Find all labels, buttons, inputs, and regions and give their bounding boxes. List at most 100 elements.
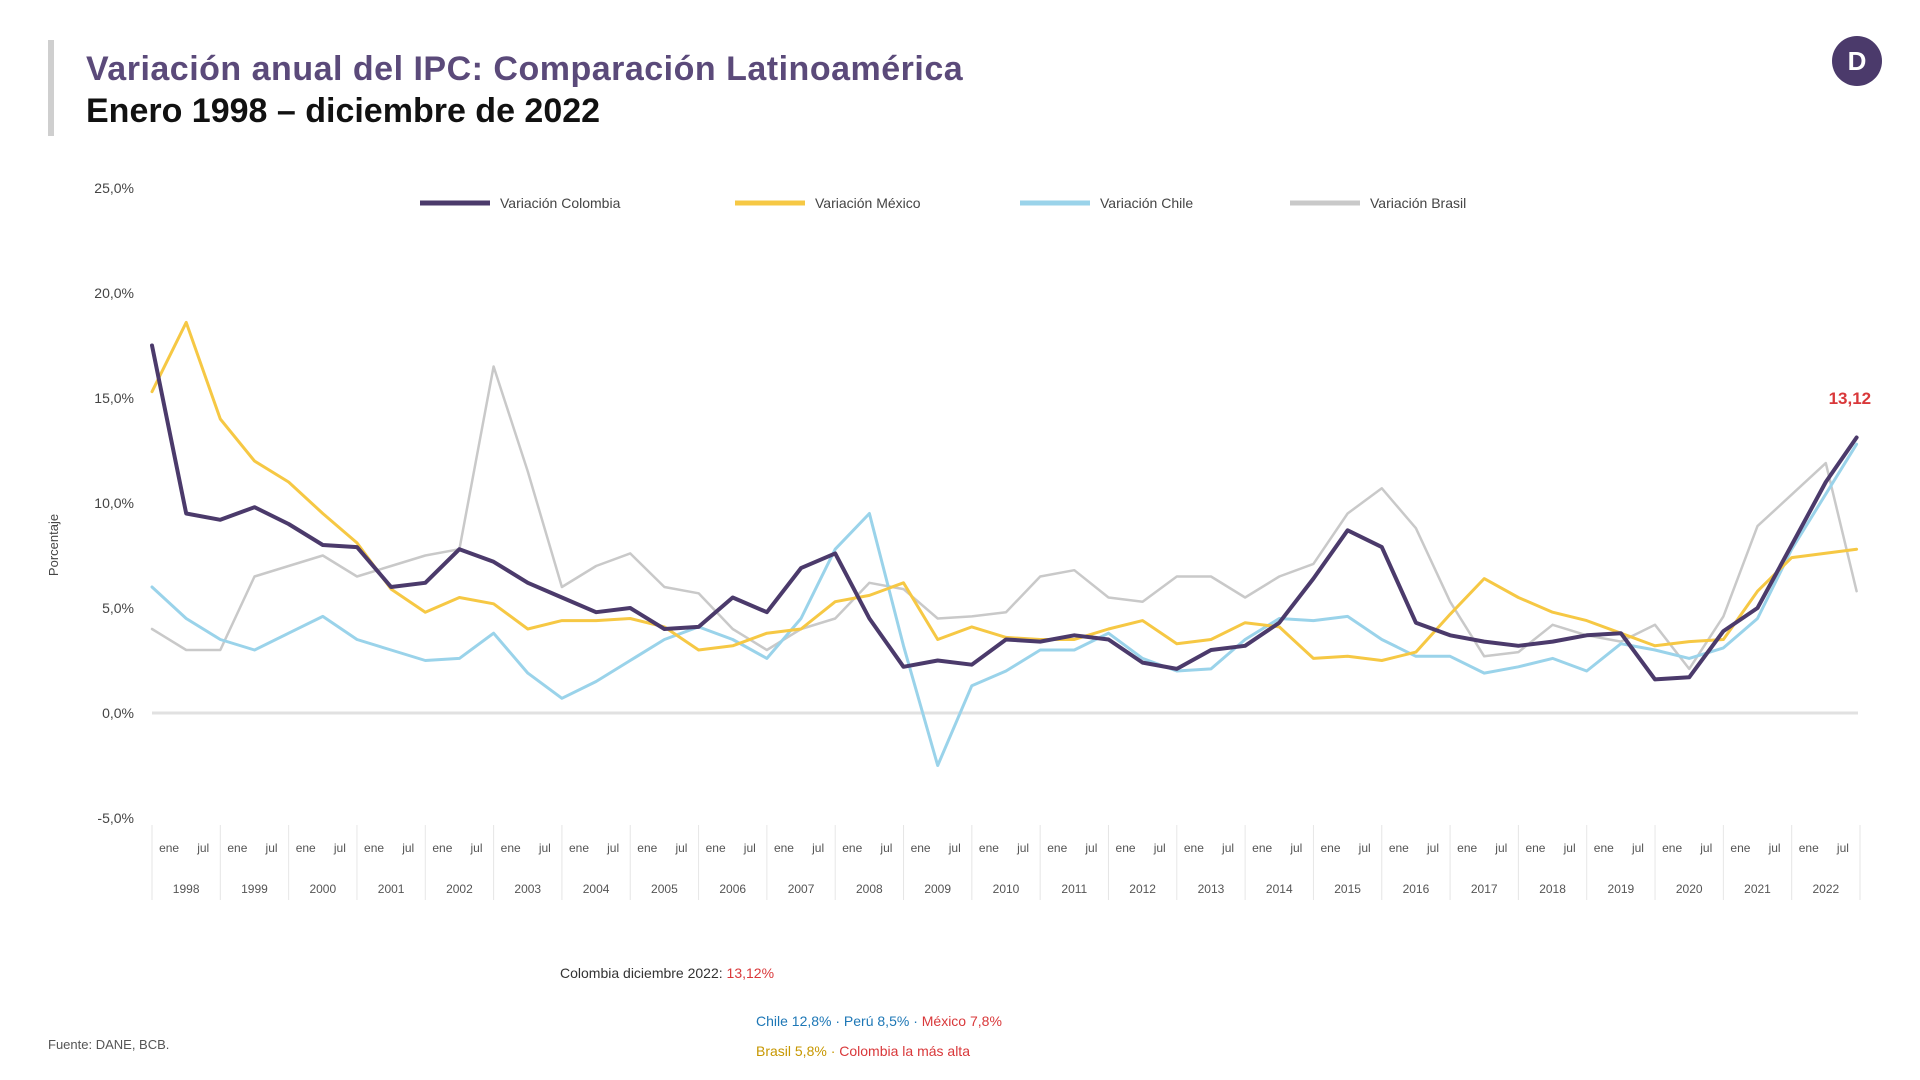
x-tick-label: jul [1084, 841, 1097, 855]
x-tick-label: ene [1321, 841, 1341, 855]
x-tick-label: ene [1662, 841, 1682, 855]
x-tick-label: jul [1631, 841, 1644, 855]
x-year-label: 2021 [1744, 882, 1771, 896]
x-tick-label: jul [1563, 841, 1576, 855]
x-year-label: 2011 [1061, 882, 1087, 896]
x-tick-label: jul [1153, 841, 1166, 855]
x-tick-label: jul [470, 841, 483, 855]
x-tick-label: ene [1525, 841, 1545, 855]
x-year-label: 2016 [1403, 882, 1430, 896]
x-tick-label: ene [1252, 841, 1272, 855]
y-tick-label: 15,0% [94, 390, 134, 406]
x-year-label: 2008 [856, 882, 883, 896]
x-year-label: 2002 [446, 882, 473, 896]
x-tick-label: jul [1221, 841, 1234, 855]
y-tick-label: 0,0% [102, 705, 134, 721]
x-tick-label: ene [1730, 841, 1750, 855]
y-axis-label: Porcentaje [46, 514, 61, 576]
x-tick-label: ene [1047, 841, 1067, 855]
footnote-colombia: Colombia diciembre 2022: 13,12% [560, 965, 774, 981]
x-year-label: 2013 [1198, 882, 1225, 896]
chart-title: Variación anual del IPC: Comparación Lat… [86, 50, 964, 88]
x-tick-label: jul [1289, 841, 1302, 855]
x-year-label: 2020 [1676, 882, 1703, 896]
x-tick-label: jul [606, 841, 619, 855]
x-tick-label: jul [196, 841, 209, 855]
x-tick-label: ene [979, 841, 999, 855]
x-tick-label: jul [879, 841, 892, 855]
x-tick-label: jul [1494, 841, 1507, 855]
y-tick-label: 5,0% [102, 600, 134, 616]
x-tick-label: jul [1358, 841, 1371, 855]
series-line-chile [150, 442, 1859, 767]
x-tick-label: ene [1799, 841, 1819, 855]
legend-label-colombia: Variación Colombia [500, 195, 621, 211]
x-year-label: 2012 [1129, 882, 1156, 896]
x-year-label: 2022 [1812, 882, 1839, 896]
x-tick-label: ene [1594, 841, 1614, 855]
brand-logo-letter: D [1847, 45, 1867, 76]
x-year-label: 2015 [1334, 882, 1361, 896]
x-tick-label: ene [364, 841, 384, 855]
x-year-label: 2018 [1539, 882, 1566, 896]
x-year-label: 2010 [993, 882, 1020, 896]
x-tick-label: ene [637, 841, 657, 855]
x-tick-label: jul [1426, 841, 1439, 855]
x-tick-label: ene [774, 841, 794, 855]
footnote-comparison-2-text: Brasil 5,8% · [756, 1043, 840, 1059]
footnote-comparison-1-value: México 7,8% [921, 1013, 1002, 1029]
x-year-label: 2007 [788, 882, 815, 896]
y-tick-label: 20,0% [94, 285, 134, 301]
x-year-label: 2009 [924, 882, 951, 896]
x-year-label: 2019 [1608, 882, 1635, 896]
x-tick-label: ene [842, 841, 862, 855]
x-tick-label: ene [227, 841, 247, 855]
end-value-label: 13,12 [1829, 389, 1872, 408]
legend-label-mexico: Variación México [815, 195, 921, 211]
x-tick-label: ene [432, 841, 452, 855]
x-tick-label: ene [501, 841, 521, 855]
x-tick-label: jul [1016, 841, 1029, 855]
x-year-label: 2017 [1471, 882, 1498, 896]
x-tick-label: jul [538, 841, 551, 855]
x-tick-label: ene [911, 841, 931, 855]
x-tick-label: jul [265, 841, 278, 855]
x-tick-label: jul [743, 841, 756, 855]
footnote-colombia-text: Colombia diciembre 2022: [560, 965, 727, 981]
x-tick-label: ene [569, 841, 589, 855]
x-tick-label: ene [1457, 841, 1477, 855]
x-year-label: 2001 [378, 882, 405, 896]
x-year-label: 1998 [173, 882, 200, 896]
footnote-colombia-value: 13,12% [726, 965, 775, 981]
x-year-label: 2005 [651, 882, 678, 896]
x-tick-label: ene [1184, 841, 1204, 855]
x-tick-label: jul [674, 841, 687, 855]
series-line-colombia [150, 343, 1859, 682]
x-tick-label: jul [948, 841, 961, 855]
series-line-mexico [150, 320, 1859, 662]
x-tick-label: jul [401, 841, 414, 855]
x-tick-label: ene [1116, 841, 1136, 855]
legend-label-brasil: Variación Brasil [1370, 195, 1466, 211]
title-accent-bar [48, 40, 54, 136]
x-tick-label: ene [1389, 841, 1409, 855]
x-year-label: 2004 [583, 882, 610, 896]
x-year-label: 2014 [1266, 882, 1293, 896]
series-line-brasil [150, 365, 1858, 671]
x-year-label: 2006 [719, 882, 746, 896]
x-year-label: 2003 [514, 882, 541, 896]
x-tick-label: jul [1699, 841, 1712, 855]
x-year-label: 2000 [309, 882, 336, 896]
y-tick-label: -5,0% [97, 810, 134, 826]
brand-logo-icon: D [1832, 36, 1882, 86]
source-note: Fuente: DANE, BCB. [48, 1037, 170, 1052]
chart-subtitle: Enero 1998 – diciembre de 2022 [86, 92, 601, 130]
x-tick-label: jul [811, 841, 824, 855]
legend-label-chile: Variación Chile [1100, 195, 1193, 211]
footnote-comparison-2-value: Colombia la más alta [839, 1043, 970, 1059]
x-tick-label: jul [1768, 841, 1781, 855]
x-tick-label: ene [296, 841, 316, 855]
x-year-label: 1999 [241, 882, 268, 896]
footnote-comparison-1-text: Chile 12,8% · Perú 8,5% · [756, 1013, 922, 1029]
